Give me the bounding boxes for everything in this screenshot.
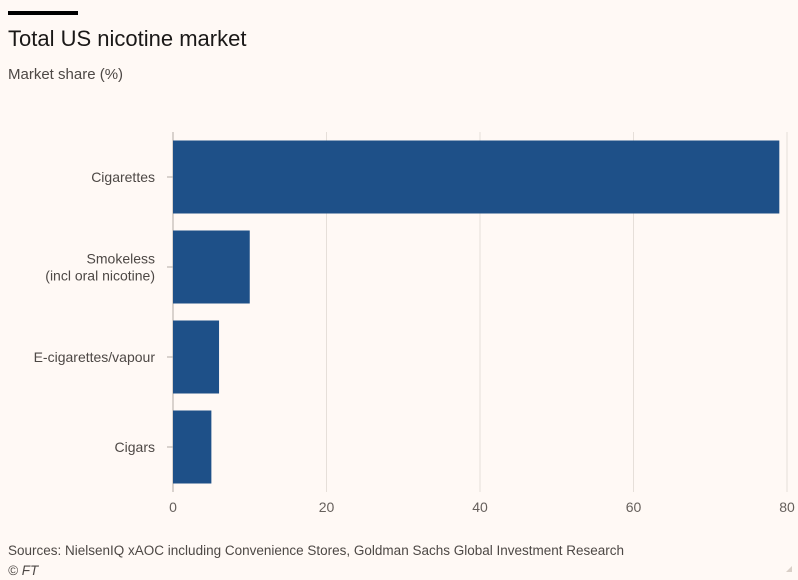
x-tick-label: 40 bbox=[472, 499, 488, 515]
resize-corner-icon bbox=[786, 566, 792, 572]
x-tick-label: 0 bbox=[169, 499, 177, 515]
x-tick-label: 60 bbox=[626, 499, 642, 515]
bar bbox=[173, 230, 250, 304]
bar bbox=[173, 410, 212, 484]
source-note: Sources: NielsenIQ xAOC including Conven… bbox=[8, 543, 625, 558]
chart-title: Total US nicotine market bbox=[8, 26, 247, 51]
chart-subtitle: Market share (%) bbox=[8, 66, 124, 83]
x-tick-label: 20 bbox=[319, 499, 335, 515]
category-label: Smokeless bbox=[87, 251, 155, 267]
category-label: (incl oral nicotine) bbox=[45, 268, 155, 284]
header-rule bbox=[8, 11, 78, 15]
category-label: E-cigarettes/vapour bbox=[34, 349, 156, 365]
x-tick-label: 80 bbox=[779, 499, 795, 515]
ft-credit: © FT bbox=[8, 563, 39, 578]
bar bbox=[173, 320, 220, 394]
bar-chart: 0 20 40 60 80 Cigarettes Smokeless(incl oral n… bbox=[34, 132, 795, 515]
category-label: Cigarettes bbox=[91, 169, 155, 185]
category-label: Cigars bbox=[115, 439, 155, 455]
bar bbox=[173, 140, 780, 214]
